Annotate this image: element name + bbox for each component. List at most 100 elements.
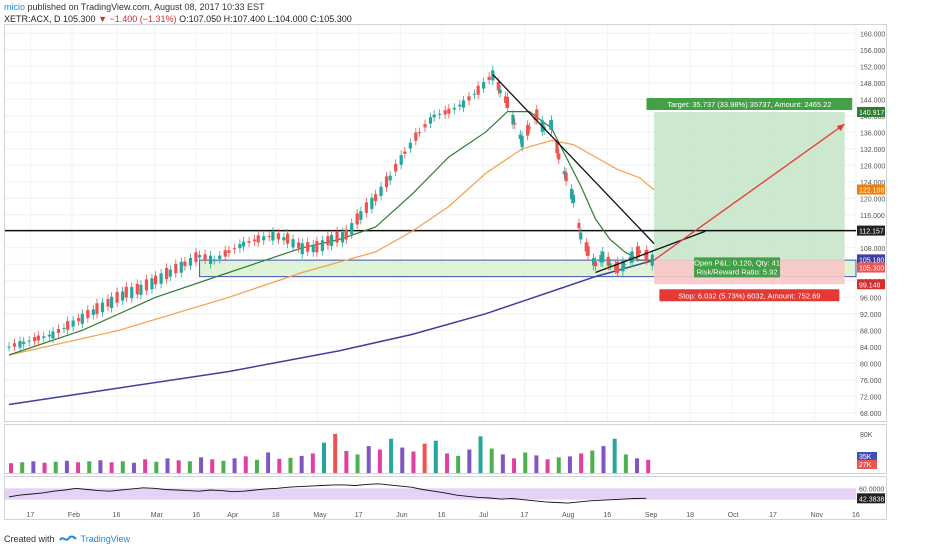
y-tick-label: 72.000: [860, 394, 882, 401]
price-tag-bg: [857, 106, 885, 117]
candle-body: [606, 256, 610, 266]
candle-body: [154, 275, 158, 285]
volume-bar: [187, 461, 192, 473]
candle-body: [527, 127, 532, 129]
author-link[interactable]: micio: [4, 2, 26, 12]
volume-bar: [433, 440, 438, 473]
rsi-tick: 60.0000: [859, 486, 884, 493]
y-tick-label: 76.000: [860, 378, 882, 385]
candle-body: [77, 318, 81, 322]
candle-body: [548, 124, 552, 126]
candle-body: [188, 257, 193, 266]
y-tick-label: 136.000: [860, 130, 885, 137]
volume-bar: [523, 452, 528, 473]
tradingview-brand[interactable]: TradingView: [80, 534, 131, 544]
candle-body: [394, 163, 398, 172]
y-tick-label: 128.000: [860, 163, 885, 170]
candle-body: [403, 151, 407, 154]
volume-bar: [579, 453, 584, 473]
y-tick-label: 92.000: [860, 312, 882, 319]
rsi-pane[interactable]: 17 Feb 16 Mar 16 Apr 18 May 17 Jun 16 Jul 17 Aug 16 Sep…: [4, 476, 887, 520]
candle-body: [615, 261, 620, 273]
volume-bar: [98, 460, 103, 473]
volume-bar: [9, 463, 13, 473]
price-chart: 160.000 156.000 152.000 148.000 144.000 140.0…: [5, 25, 885, 421]
candle-body: [267, 235, 271, 237]
candle-body: [428, 117, 433, 124]
x-tick-label: 16: [113, 512, 121, 519]
volume-bar: [545, 459, 550, 473]
candle-body: [51, 331, 55, 339]
x-tick-label: 18: [272, 512, 280, 519]
candle-body: [635, 246, 640, 258]
volume-bar: [76, 462, 81, 473]
candle-body: [344, 229, 348, 240]
x-tick-label: 16: [192, 512, 200, 519]
candle-body: [56, 328, 61, 333]
candle-body: [62, 327, 66, 329]
y-tick-label: 108.000: [860, 246, 885, 253]
y-tick-label: 80.000: [860, 361, 882, 368]
price-tag-bg: [857, 262, 885, 273]
x-tick-label: 17: [521, 512, 529, 519]
rsi-line: [8, 483, 647, 504]
candle-body: [628, 256, 632, 260]
volume-bar: [210, 459, 215, 473]
x-tick-label: May: [313, 512, 327, 519]
candle-body: [276, 233, 280, 240]
candle-body: [271, 231, 275, 241]
price-pane[interactable]: 160.000 156.000 152.000 148.000 144.000 140.0…: [4, 24, 887, 422]
candle-body: [571, 194, 576, 203]
volume-bar: [221, 460, 226, 473]
price-tag: 122.108: [859, 188, 884, 195]
volume-bar: [623, 454, 628, 473]
volume-bar: [590, 450, 595, 473]
candle-body: [80, 313, 84, 324]
candle-body: [467, 96, 471, 101]
candle-body: [71, 320, 75, 327]
y-tick-label: 140.000: [860, 114, 885, 121]
volume-bar: [120, 461, 125, 473]
rsi-band: [5, 488, 856, 500]
risk-reward-label: Risk/Reward Ratio: 5.92: [697, 267, 778, 276]
y-tick-label: 68.000: [860, 411, 882, 418]
volume-bar: [344, 451, 349, 473]
price-tag-bg: [857, 279, 885, 290]
candle-body: [91, 309, 95, 315]
x-tick-label: Mar: [151, 512, 164, 519]
candle-body: [577, 222, 581, 229]
volume-pane[interactable]: 80K 35K 27K: [4, 424, 887, 474]
stop-label: Stop: 6.032 (5.73%) 6032, Amount: 752.69: [678, 291, 820, 300]
candle-body: [165, 267, 169, 280]
candle-body: [227, 250, 231, 253]
candle-body: [623, 264, 627, 266]
x-tick-label: 17: [26, 512, 34, 519]
candle-body: [643, 254, 647, 256]
rsi-tag-bg: [857, 493, 885, 504]
volume-bar: [20, 462, 25, 473]
candle-body: [511, 114, 515, 125]
candle-body: [350, 223, 354, 235]
candle-body: [518, 134, 522, 139]
candle-body: [282, 237, 286, 241]
tradingview-logo-icon: [58, 535, 77, 541]
candle-body: [150, 278, 154, 290]
candle-body: [7, 346, 11, 348]
volume-bar: [534, 455, 539, 473]
candle-body: [452, 107, 456, 110]
y-tick-label: 148.000: [860, 81, 885, 88]
candle-body: [22, 341, 26, 345]
candle-body: [613, 264, 618, 270]
candle-body: [27, 340, 31, 342]
candle-body: [33, 337, 37, 342]
x-tick-label: 16: [603, 512, 611, 519]
candle-body: [458, 104, 462, 107]
candle-body: [311, 244, 315, 253]
y-tick-label: 124.000: [860, 180, 885, 187]
candle-body: [212, 260, 216, 262]
candle-body: [388, 175, 392, 181]
volume-bar: [601, 446, 606, 473]
publish-header: micio published on TradingView.com, Augu…: [4, 2, 265, 12]
volume-bar: [467, 449, 472, 473]
candle-body: [599, 254, 603, 263]
